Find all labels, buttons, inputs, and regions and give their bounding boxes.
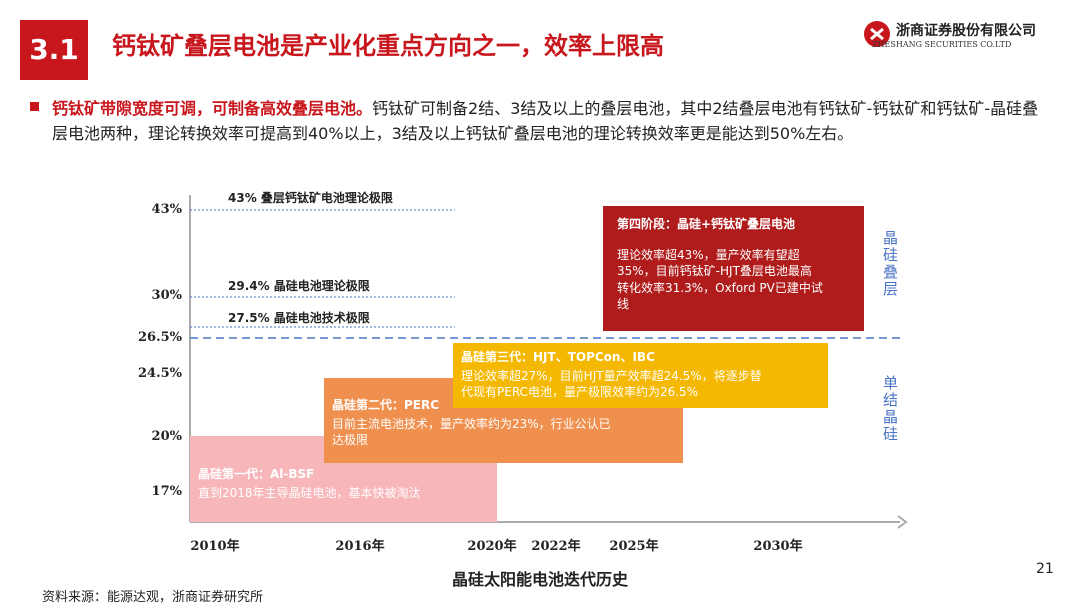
x-label: 2016年 <box>335 539 385 554</box>
stage-title: 晶硅第三代：HJT、TOPCon、IBC <box>461 350 655 364</box>
stage-text: 35%，目前钙钛矿-HJT叠层电池最高 <box>617 264 812 278</box>
side-label: 晶硅叠层 <box>881 230 899 298</box>
page-number: 21 <box>1036 561 1054 577</box>
y-label: 26.5% <box>137 330 182 345</box>
logo-name-en: ZHESHANG SECURITIES CO.LTD <box>872 40 1012 49</box>
bullet-marker <box>30 102 39 111</box>
limit-label: 27.5% 晶硅电池技术极限 <box>228 311 370 325</box>
x-label: 2025年 <box>609 539 659 554</box>
y-label: 20% <box>151 429 182 444</box>
y-label: 30% <box>151 288 182 303</box>
stage-text: 直到2018年主导晶硅电池，基本快被淘汰 <box>198 485 421 500</box>
section-number: 3.1 <box>20 20 88 80</box>
slide-title: 钙钛矿叠层电池是产业化重点方向之一，效率上限高 <box>112 32 664 60</box>
x-label: 2022年 <box>531 539 581 554</box>
stage-text: 达极限 <box>332 433 369 447</box>
logo-icon <box>864 21 890 47</box>
logo-name: 浙商证券股份有限公司 <box>896 23 1036 39</box>
bullet-text: 钙钛矿带隙宽度可调，可制备高效叠层电池。钙钛矿可制备2结、3结及以上的叠层电池，… <box>52 96 1052 146</box>
stage-text: 目前主流电池技术，量产效率约为23%，行业公认已 <box>332 416 611 431</box>
stage-text: 理论效率超43%，量产效率有望超 <box>617 247 800 262</box>
side-label: 单结晶硅 <box>881 375 899 443</box>
source: 资料来源：能源达观，浙商证券研究所 <box>42 590 264 605</box>
x-label: 2020年 <box>467 539 517 554</box>
stage-text: 转化效率31.3%，Oxford PV已建中试 <box>617 280 823 295</box>
x-label: 2030年 <box>753 539 803 554</box>
stage-title: 晶硅第二代：PERC <box>332 398 440 412</box>
y-label: 24.5% <box>137 366 182 381</box>
stage-text: 线 <box>617 297 630 311</box>
stage-box: 第四阶段：晶硅+钙钛矿叠层电池 理论效率超43%，量产效率有望超 35%，目前钙… <box>603 206 864 331</box>
stage-title: 第四阶段：晶硅+钙钛矿叠层电池 <box>617 217 796 231</box>
stage-text: 代现有PERC电池，量产极限效率约为26.5% <box>461 385 699 399</box>
bullet-lead: 钙钛矿带隙宽度可调，可制备高效叠层电池。 <box>52 99 373 118</box>
limit-label: 29.4% 晶硅电池理论极限 <box>228 279 370 293</box>
stage-text: 理论效率超27%，目前HJT量产效率超24.5%，将逐步替 <box>461 368 762 383</box>
y-label: 17% <box>151 484 182 499</box>
chart-caption: 晶硅太阳能电池迭代历史 <box>451 570 629 589</box>
limit-label: 43% 叠层钙钛矿电池理论极限 <box>228 191 393 205</box>
y-label: 43% <box>151 202 182 217</box>
stage-title: 晶硅第一代：Al-BSF <box>198 467 315 481</box>
axis-arrow <box>897 515 908 529</box>
x-label: 2010年 <box>190 539 240 554</box>
stage-box: 晶硅第三代：HJT、TOPCon、IBC 理论效率超27%，目前HJT量产效率超… <box>453 343 828 408</box>
bullet-body: 钙钛矿可制备2结、3结及以上的叠层电池，其中2结叠层电池有钙钛矿-钙钛矿和钙钛矿… <box>52 99 1039 143</box>
